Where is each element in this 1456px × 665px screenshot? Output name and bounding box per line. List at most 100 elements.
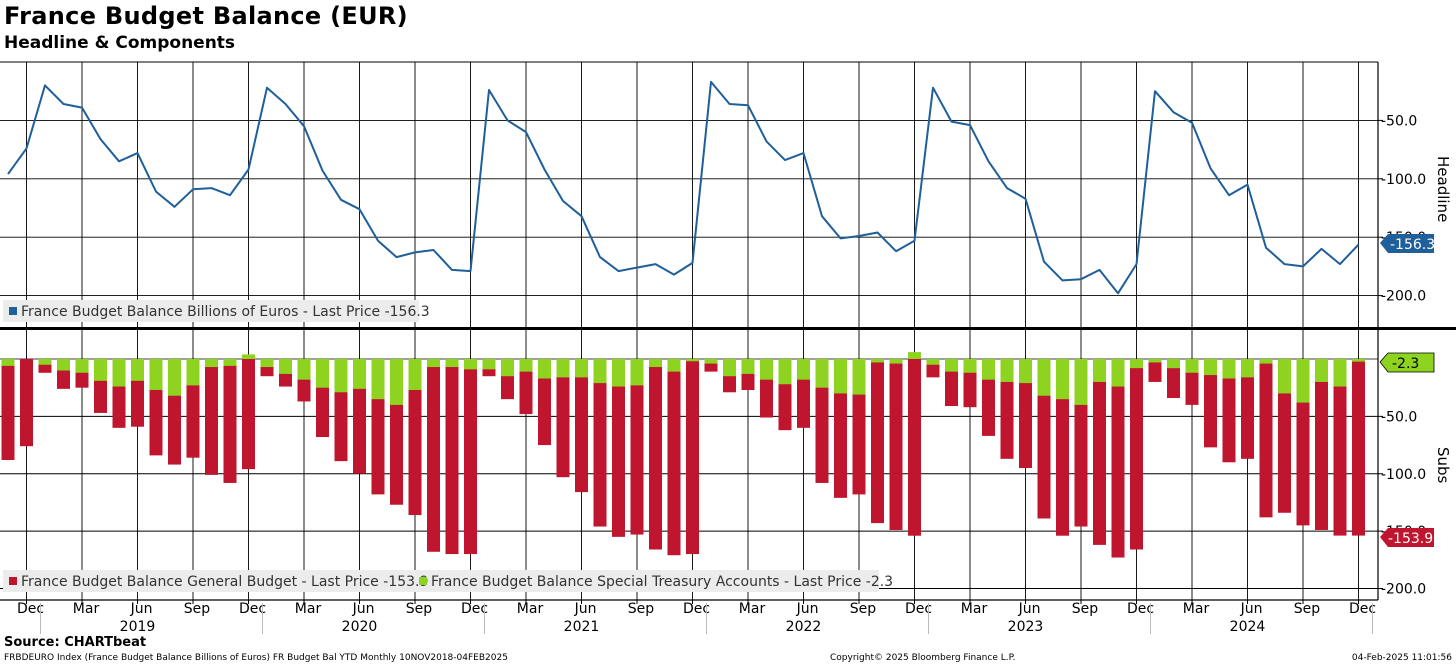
x-tick-label: Sep xyxy=(1294,601,1321,617)
general-budget-bar xyxy=(908,359,921,536)
special-treasury-bar xyxy=(353,359,366,389)
headline-axis-title: Headline xyxy=(1434,156,1452,222)
general-budget-bar xyxy=(427,359,440,552)
special-treasury-bar xyxy=(149,359,163,390)
general-budget-bar xyxy=(408,359,422,516)
x-tick-label: Mar xyxy=(961,601,988,617)
general-budget-bar xyxy=(667,359,681,556)
special-treasury-bar xyxy=(1056,359,1069,400)
subs-ytick-label: -50.0 xyxy=(1381,409,1417,425)
special-treasury-bar xyxy=(519,359,533,372)
headline-legend-swatch xyxy=(9,307,17,315)
general-budget-bar xyxy=(575,359,588,493)
special-treasury-bar xyxy=(908,352,921,359)
special-treasury-bar xyxy=(834,359,847,394)
special-treasury-bar xyxy=(1185,359,1199,373)
general-budget-bar xyxy=(1111,359,1125,558)
special-treasury-bar xyxy=(612,359,625,387)
special-treasury-bar xyxy=(889,359,903,364)
general-budget-bar xyxy=(1204,359,1217,448)
year-label: 2024 xyxy=(1230,619,1266,635)
headline-legend-label: France Budget Balance Billions of Euros … xyxy=(21,304,430,320)
special-treasury-bar xyxy=(1019,359,1032,384)
special-treasury-bar xyxy=(297,359,311,380)
subs-ytick-label: -100.0 xyxy=(1381,467,1426,483)
special-treasury-bar xyxy=(316,359,329,388)
special-treasury-bar xyxy=(852,359,866,395)
x-tick-label: Mar xyxy=(739,601,766,617)
special-treasury-bar xyxy=(223,359,237,366)
special-treasury-bar xyxy=(815,359,829,388)
general-budget-bar xyxy=(815,359,829,483)
special-treasury-bar xyxy=(1204,359,1217,376)
general-budget-bar xyxy=(871,359,884,524)
x-tick-label: Dec xyxy=(683,601,710,617)
special-treasury-bar xyxy=(186,359,200,386)
general-budget-bar xyxy=(686,359,699,555)
general-budget-bar xyxy=(834,359,847,498)
special-treasury-bar xyxy=(1037,359,1051,396)
special-treasury-bar xyxy=(871,359,884,363)
x-tick-label: Dec xyxy=(461,601,488,617)
x-tick-label: Mar xyxy=(1183,601,1210,617)
special-treasury-bar xyxy=(538,359,551,379)
special-treasury-bar xyxy=(1296,359,1310,403)
special-treasury-bar xyxy=(38,359,52,365)
headline-ytick-label: -50.0 xyxy=(1381,113,1417,129)
general-budget-bar xyxy=(242,359,255,470)
headline-last-price-label: -156.3 xyxy=(1390,237,1435,253)
year-label: 2023 xyxy=(1008,619,1044,635)
general-budget-bar xyxy=(1259,359,1273,518)
special-treasury-bar xyxy=(408,359,422,390)
special-treasury-bar xyxy=(945,359,958,372)
special-treasury-bar xyxy=(242,354,255,359)
special-treasury-bar xyxy=(686,359,699,362)
general-budget-bar xyxy=(1130,359,1143,550)
x-tick-label: Jun xyxy=(796,601,819,617)
general-budget-bar xyxy=(1278,359,1291,513)
x-tick-label: Dec xyxy=(905,601,932,617)
special-treasury-bar xyxy=(205,359,218,368)
headline-series xyxy=(7,80,1360,295)
special-treasury-bar xyxy=(482,359,496,370)
general-budget-bar xyxy=(1315,359,1328,530)
special-treasury-bar xyxy=(1278,359,1291,394)
x-tick-label: Mar xyxy=(73,601,100,617)
special-treasury-bar xyxy=(1315,359,1328,382)
special-treasury-bar xyxy=(1333,359,1347,387)
special-treasury-last-price-label: -2.3 xyxy=(1392,356,1419,372)
special-treasury-bar xyxy=(556,359,570,378)
headline-gridlines xyxy=(0,62,1378,328)
general-budget-bar xyxy=(519,359,533,415)
special-treasury-bar xyxy=(1259,359,1273,364)
special-treasury-bar xyxy=(94,359,107,381)
special-treasury-bar xyxy=(1241,359,1254,378)
x-tick-label: Dec xyxy=(17,601,44,617)
general-budget-bar xyxy=(1241,359,1254,459)
special-treasury-bar xyxy=(1093,359,1106,382)
special-treasury-legend-label: France Budget Balance Special Treasury A… xyxy=(431,574,893,590)
special-treasury-bar xyxy=(112,359,126,387)
x-tick-label: Sep xyxy=(1072,601,1099,617)
special-treasury-bar xyxy=(427,359,440,368)
general-budget-bar xyxy=(1037,359,1051,519)
special-treasury-bar xyxy=(334,359,348,393)
x-tick-label: Jun xyxy=(1240,601,1263,617)
general-budget-bar xyxy=(889,359,903,530)
x-tick-label: Jun xyxy=(574,601,597,617)
footer-copyright: Copyright© 2025 Bloomberg Finance L.P. xyxy=(830,653,1016,663)
special-treasury-bar xyxy=(57,359,70,371)
special-treasury-bar xyxy=(445,359,459,368)
general-budget-last-price-tag: -153.9 xyxy=(1380,528,1434,547)
special-treasury-bar xyxy=(1222,359,1236,379)
general-budget-bar xyxy=(556,359,570,478)
general-budget-bar xyxy=(20,359,33,447)
chart-title: France Budget Balance (EUR) xyxy=(4,2,408,30)
special-treasury-bar xyxy=(501,359,514,377)
footer-index-note: FRBDEURO Index (France Budget Balance Bi… xyxy=(4,653,508,663)
special-treasury-bar xyxy=(1111,359,1125,387)
headline-line xyxy=(7,80,1360,295)
headline-ytick-label: -100.0 xyxy=(1381,172,1426,188)
special-treasury-bar xyxy=(260,359,274,368)
x-tick-label: Sep xyxy=(628,601,655,617)
